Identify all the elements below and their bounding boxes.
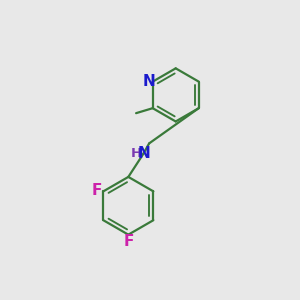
Text: F: F bbox=[123, 234, 134, 249]
Text: N: N bbox=[138, 146, 151, 160]
Text: H: H bbox=[130, 147, 142, 160]
Text: N: N bbox=[142, 74, 155, 89]
Text: F: F bbox=[92, 183, 102, 198]
